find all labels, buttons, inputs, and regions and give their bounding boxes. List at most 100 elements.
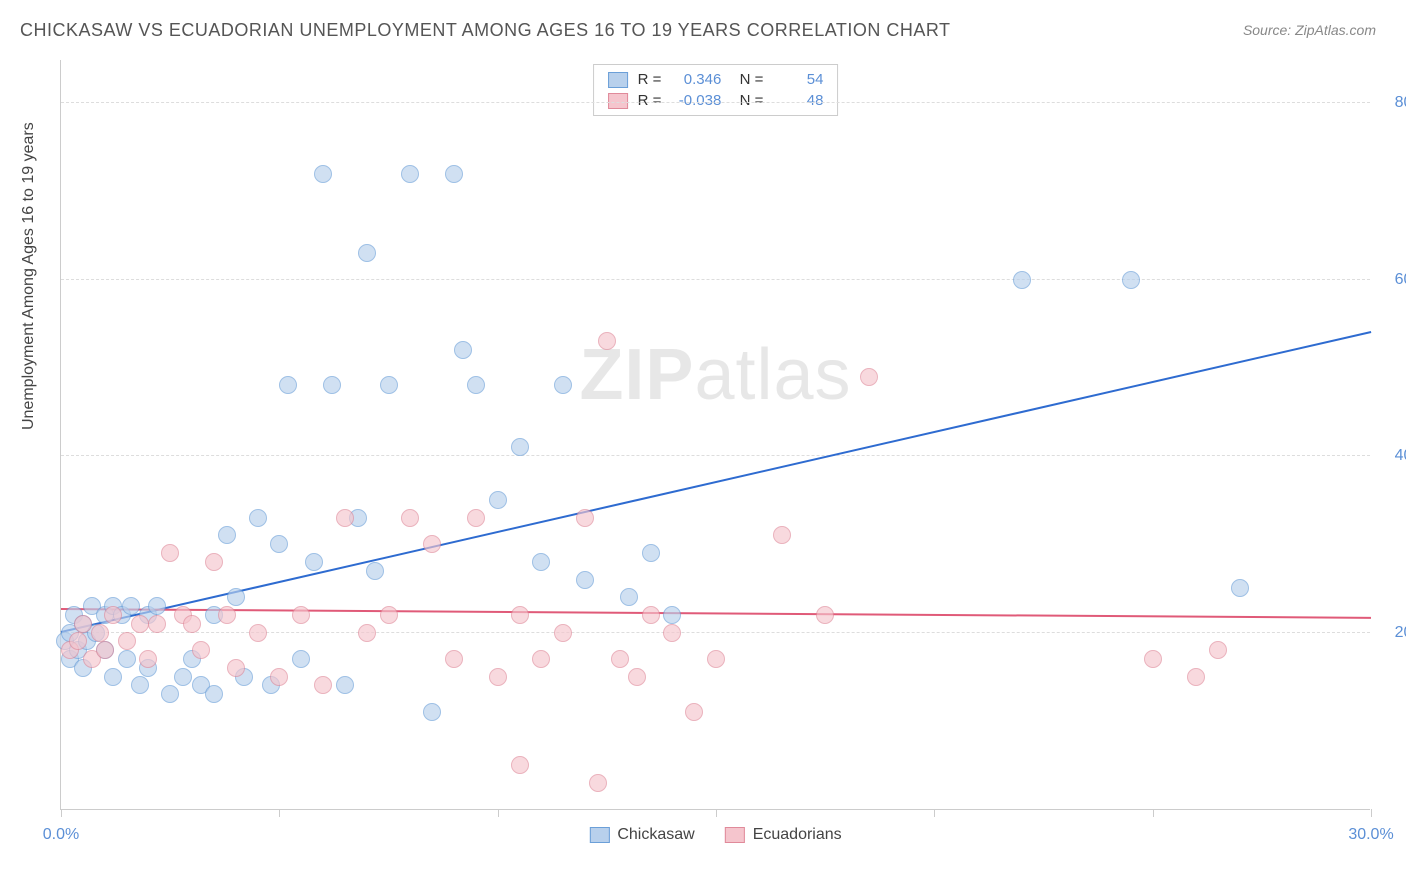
y-tick-label: 20.0%: [1395, 624, 1406, 642]
scatter-point: [270, 668, 288, 686]
scatter-point: [620, 588, 638, 606]
x-tick-label: 0.0%: [43, 826, 79, 844]
scatter-point: [292, 650, 310, 668]
scatter-point: [218, 526, 236, 544]
scatter-point: [183, 615, 201, 633]
scatter-point: [773, 526, 791, 544]
trend-line: [61, 331, 1371, 633]
scatter-point: [139, 650, 157, 668]
scatter-point: [598, 332, 616, 350]
scatter-point: [1209, 641, 1227, 659]
scatter-point: [96, 641, 114, 659]
scatter-point: [292, 606, 310, 624]
scatter-point: [816, 606, 834, 624]
n-label: N =: [731, 92, 763, 109]
watermark-bold: ZIP: [579, 335, 694, 415]
scatter-point: [69, 632, 87, 650]
scatter-point: [270, 535, 288, 553]
scatter-point: [161, 544, 179, 562]
watermark: ZIPatlas: [579, 334, 851, 416]
scatter-point: [380, 376, 398, 394]
x-tick: [1153, 809, 1154, 817]
scatter-point: [91, 624, 109, 642]
legend-swatch: [608, 93, 628, 109]
scatter-point: [642, 544, 660, 562]
scatter-point: [554, 624, 572, 642]
r-label: R =: [638, 92, 662, 109]
scatter-point: [576, 509, 594, 527]
scatter-point: [589, 774, 607, 792]
scatter-point: [279, 376, 297, 394]
scatter-point: [122, 597, 140, 615]
y-tick-label: 80.0%: [1395, 94, 1406, 112]
scatter-point: [323, 376, 341, 394]
legend-series-item: Ecuadorians: [725, 826, 842, 844]
grid-line: [61, 102, 1370, 103]
scatter-point: [192, 641, 210, 659]
scatter-point: [205, 685, 223, 703]
scatter-point: [454, 341, 472, 359]
scatter-point: [423, 535, 441, 553]
legend-series-item: Chickasaw: [589, 826, 694, 844]
scatter-point: [161, 685, 179, 703]
legend-stats-row: R =0.346 N =54: [608, 71, 824, 88]
scatter-point: [366, 562, 384, 580]
x-tick: [279, 809, 280, 817]
scatter-point: [707, 650, 725, 668]
x-tick-label: 30.0%: [1348, 826, 1393, 844]
x-tick: [1371, 809, 1372, 817]
scatter-point: [401, 165, 419, 183]
scatter-point: [423, 703, 441, 721]
legend-series-label: Chickasaw: [617, 826, 694, 844]
scatter-point: [131, 676, 149, 694]
y-tick-label: 60.0%: [1395, 271, 1406, 289]
scatter-point: [74, 615, 92, 633]
scatter-point: [467, 509, 485, 527]
scatter-point: [860, 368, 878, 386]
scatter-point: [663, 624, 681, 642]
scatter-point: [380, 606, 398, 624]
x-tick: [61, 809, 62, 817]
scatter-point: [663, 606, 681, 624]
scatter-point: [611, 650, 629, 668]
source-prefix: Source:: [1243, 22, 1295, 38]
legend-stats: R =0.346 N =54R =-0.038 N =48: [593, 64, 839, 116]
y-axis-label: Unemployment Among Ages 16 to 19 years: [20, 122, 38, 430]
scatter-point: [532, 650, 550, 668]
scatter-point: [576, 571, 594, 589]
x-tick: [934, 809, 935, 817]
scatter-point: [104, 668, 122, 686]
scatter-point: [205, 553, 223, 571]
scatter-point: [358, 244, 376, 262]
scatter-point: [227, 659, 245, 677]
scatter-point: [467, 376, 485, 394]
legend-swatch: [589, 827, 609, 843]
scatter-point: [227, 588, 245, 606]
scatter-point: [489, 668, 507, 686]
y-tick-label: 40.0%: [1395, 447, 1406, 465]
scatter-point: [554, 376, 572, 394]
watermark-rest: atlas: [694, 335, 851, 415]
scatter-point: [305, 553, 323, 571]
scatter-point: [118, 650, 136, 668]
scatter-point: [148, 615, 166, 633]
scatter-point: [104, 606, 122, 624]
scatter-point: [628, 668, 646, 686]
scatter-point: [532, 553, 550, 571]
scatter-point: [314, 676, 332, 694]
scatter-point: [249, 624, 267, 642]
scatter-point: [401, 509, 419, 527]
n-value: 48: [773, 92, 823, 109]
scatter-point: [1122, 271, 1140, 289]
scatter-point: [511, 438, 529, 456]
scatter-point: [1187, 668, 1205, 686]
scatter-point: [249, 509, 267, 527]
scatter-point: [314, 165, 332, 183]
legend-stats-row: R =-0.038 N =48: [608, 92, 824, 109]
scatter-point: [1144, 650, 1162, 668]
scatter-point: [148, 597, 166, 615]
n-value: 54: [773, 71, 823, 88]
scatter-point: [489, 491, 507, 509]
source-label: Source: ZipAtlas.com: [1243, 22, 1376, 38]
n-label: N =: [731, 71, 763, 88]
